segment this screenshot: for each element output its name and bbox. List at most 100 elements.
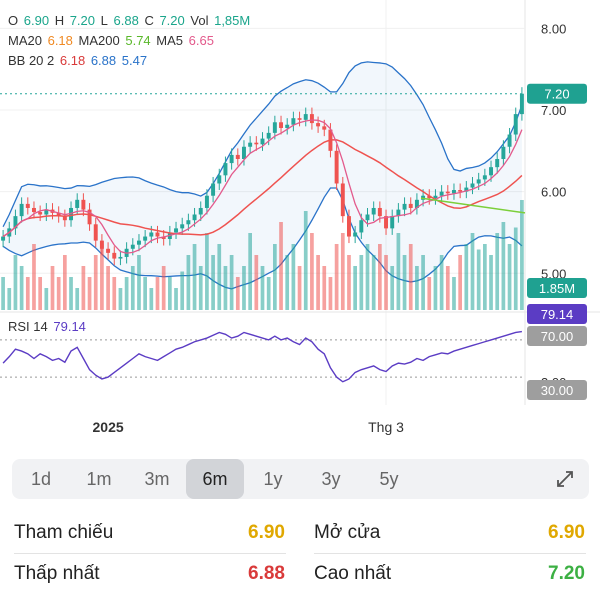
candle-body: [334, 150, 339, 184]
volume-bar: [149, 288, 154, 310]
volume-bar: [495, 233, 500, 310]
volume-badge: 1.85M: [539, 281, 575, 296]
candle-body: [482, 175, 487, 180]
range-1m[interactable]: 1m: [86, 469, 112, 489]
volume-bar: [1, 277, 5, 310]
volume-bar: [520, 200, 524, 310]
range-5y[interactable]: 5y: [379, 469, 399, 489]
candle-body: [254, 142, 259, 145]
y-tick-label: 8.00: [541, 21, 566, 36]
volume-bar: [32, 244, 36, 310]
candle-body: [501, 146, 506, 159]
volume-bar: [507, 244, 512, 310]
candle-body: [384, 216, 389, 229]
volume-bar: [7, 288, 12, 310]
volume-bar: [242, 266, 246, 310]
range-1d[interactable]: 1d: [30, 469, 52, 489]
rsi-badge-bg: [527, 304, 587, 324]
high-value: 7.20: [548, 563, 585, 584]
candle-body: [279, 122, 284, 128]
range-3y[interactable]: 3y: [321, 469, 341, 489]
candle-body: [99, 240, 104, 249]
range-1y[interactable]: 1y: [263, 469, 283, 489]
candle-body: [291, 118, 296, 125]
volume-bar: [235, 277, 240, 310]
candle-body: [495, 159, 500, 168]
volume-bar: [19, 266, 24, 310]
volume-bar: [353, 266, 357, 310]
candle-body: [260, 138, 265, 145]
volume-bar: [408, 244, 413, 310]
candle-body: [316, 123, 321, 127]
price-badge-bg: [527, 83, 587, 104]
candle-body: [371, 207, 376, 215]
range-6m[interactable]: 6m: [186, 459, 244, 499]
volume-bar: [371, 255, 376, 310]
candle-body: [513, 114, 518, 135]
volume-bar: [137, 255, 141, 310]
volume-bar: [396, 233, 401, 310]
volume-bar: [260, 266, 265, 310]
candle-body: [365, 214, 370, 221]
volume-bar: [415, 266, 419, 310]
rsi-high-badge: 70.00: [541, 329, 574, 344]
volume-bar: [198, 266, 203, 310]
volume-bar: [130, 266, 135, 310]
candle-body: [439, 191, 444, 196]
candle-body: [390, 216, 395, 229]
candle-body: [285, 124, 290, 128]
candle-body: [62, 216, 67, 221]
candle-body: [322, 126, 327, 130]
y-tick-label: 7.00: [541, 103, 566, 118]
bollinger-upper: [2, 61, 523, 228]
volume-bar: [433, 266, 438, 310]
range-selector: 1d 1m 3m 6m 1y 3y 5y: [12, 459, 589, 499]
candle-body: [414, 199, 419, 208]
volume-bar: [161, 266, 166, 310]
rsi-low-badge-bg: [527, 380, 587, 400]
volume-bar: [384, 255, 388, 310]
expand-icon[interactable]: [555, 469, 575, 489]
candle-body: [192, 214, 197, 221]
candle-body: [174, 228, 179, 233]
volume-bar: [297, 266, 302, 310]
candle-body: [204, 195, 209, 208]
x-tick-label: 2025: [93, 419, 124, 435]
volume-bar: [470, 233, 475, 310]
candle-body: [93, 224, 98, 241]
candle-body: [1, 236, 6, 241]
volume-bar: [93, 255, 98, 310]
volume-bar: [205, 233, 209, 310]
rsi-legend: RSI 14 79.14: [8, 319, 86, 334]
volume-bar: [316, 255, 320, 310]
volume-bar: [427, 277, 432, 310]
candle-body: [217, 175, 222, 184]
ref-label: Tham chiếu: [14, 522, 114, 543]
volume-bar: [340, 233, 345, 310]
candle-body: [340, 183, 345, 217]
candle-body: [445, 191, 450, 194]
candle-body: [198, 207, 203, 215]
volume-bar: [483, 244, 487, 310]
volume-bar: [217, 244, 222, 310]
volume-bar: [25, 277, 30, 310]
volume-bar: [464, 244, 469, 310]
range-3m[interactable]: 3m: [144, 469, 170, 489]
candle-body: [377, 207, 382, 217]
volume-bar: [439, 255, 444, 310]
candle-body: [476, 179, 481, 184]
volume-bar: [501, 222, 506, 310]
ma-legend: MA20 6.18 MA200 5.74 MA5 6.65: [8, 33, 214, 48]
candle-body: [186, 220, 191, 225]
candle-body: [464, 187, 469, 192]
candle-body: [470, 183, 475, 188]
low-value: 6.88: [248, 563, 285, 584]
volume-bar: [359, 255, 364, 310]
y-tick-label: 5.00: [541, 266, 566, 281]
volume-bar: [334, 244, 339, 310]
volume-bar: [87, 277, 92, 310]
volume-bar: [112, 277, 117, 310]
candle-body: [31, 207, 36, 213]
volume-bar: [174, 288, 178, 310]
